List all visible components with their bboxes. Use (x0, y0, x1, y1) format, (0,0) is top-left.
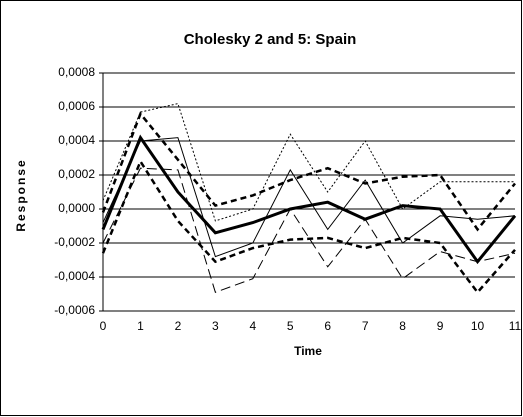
x-tick-label: 9 (437, 319, 444, 333)
x-tick-label: 4 (249, 319, 256, 333)
x-tick-label: 0 (100, 319, 107, 333)
x-tick-label: 10 (471, 319, 485, 333)
series-line (102, 167, 516, 293)
series-line (101, 111, 516, 232)
x-tick-label: 5 (287, 319, 294, 333)
y-tick-label: 0,0002 (58, 167, 95, 181)
y-tick-label: -0,0002 (54, 235, 95, 249)
x-tick-label: 11 (509, 319, 522, 333)
y-tick-label: 0,0004 (58, 133, 95, 147)
y-tick-label: 0,0000 (58, 201, 95, 215)
chart-title: Cholesky 2 and 5: Spain (184, 31, 357, 48)
x-tick-label: 1 (137, 319, 144, 333)
x-tick-label: 6 (324, 319, 331, 333)
x-axis-label: Time (294, 344, 322, 358)
y-axis-label: Response (14, 158, 28, 231)
y-tick-label: 0,0006 (58, 99, 95, 113)
y-tick-label: 0,0008 (58, 65, 95, 79)
y-tick-label: -0,0006 (54, 303, 95, 317)
series-line (101, 134, 517, 265)
x-tick-label: 2 (175, 319, 182, 333)
x-tick-label: 8 (399, 319, 406, 333)
series-line (102, 137, 516, 258)
y-tick-label: -0,0004 (54, 269, 95, 283)
series-line (101, 158, 516, 295)
x-tick-label: 3 (212, 319, 219, 333)
x-tick-label: 7 (362, 319, 369, 333)
series-line (102, 103, 515, 222)
